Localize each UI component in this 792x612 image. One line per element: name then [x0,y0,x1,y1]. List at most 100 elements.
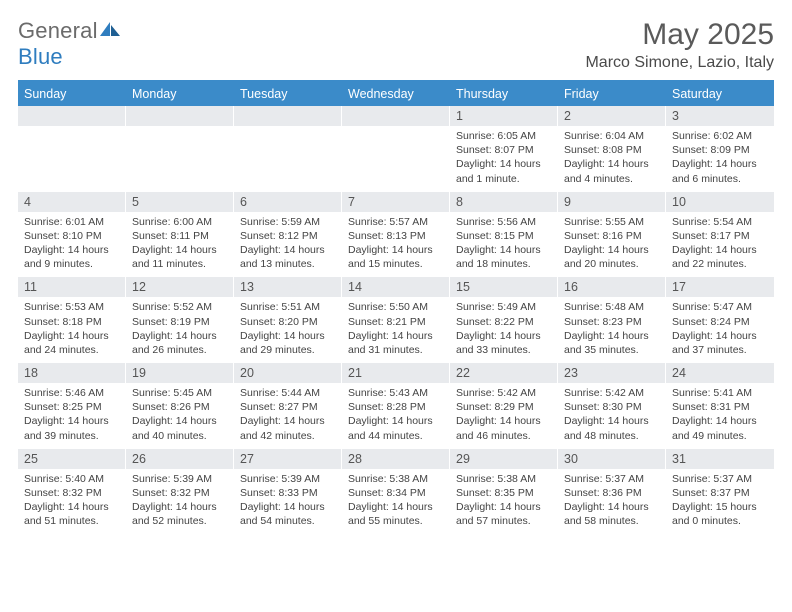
day-sunset: Sunset: 8:20 PM [240,315,336,329]
day-sunset: Sunset: 8:08 PM [564,143,660,157]
day-sunrise: Sunrise: 5:57 AM [348,215,444,229]
day-number-cell: 1 [450,106,558,126]
day-day2: and 20 minutes. [564,257,660,271]
day-sunrise: Sunrise: 5:39 AM [132,472,228,486]
title-block: May 2025 Marco Simone, Lazio, Italy [585,18,774,72]
day-number-cell: 24 [666,363,774,383]
day-day1: Daylight: 14 hours [24,414,120,428]
day-day1: Daylight: 14 hours [240,329,336,343]
daynum-row: 18192021222324 [18,363,774,383]
day-info-cell: Sunrise: 5:39 AMSunset: 8:32 PMDaylight:… [126,469,234,535]
brand-general: General [18,18,98,43]
day-sunset: Sunset: 8:29 PM [456,400,552,414]
day-info-cell [18,126,126,192]
day-day1: Daylight: 14 hours [24,243,120,257]
day-day2: and 46 minutes. [456,429,552,443]
day-sunset: Sunset: 8:26 PM [132,400,228,414]
day-sunrise: Sunrise: 5:40 AM [24,472,120,486]
day-info-cell: Sunrise: 5:59 AMSunset: 8:12 PMDaylight:… [234,212,342,278]
day-number-cell: 27 [234,449,342,469]
day-day2: and 35 minutes. [564,343,660,357]
day-number-cell: 25 [18,449,126,469]
sail-icon [98,20,122,38]
day-day2: and 54 minutes. [240,514,336,528]
day-day2: and 42 minutes. [240,429,336,443]
day-info-cell: Sunrise: 6:00 AMSunset: 8:11 PMDaylight:… [126,212,234,278]
day-number-cell: 18 [18,363,126,383]
day-day2: and 11 minutes. [132,257,228,271]
day-number-cell: 30 [558,449,666,469]
day-day2: and 31 minutes. [348,343,444,357]
day-number-cell: 20 [234,363,342,383]
day-day2: and 39 minutes. [24,429,120,443]
info-row: Sunrise: 6:01 AMSunset: 8:10 PMDaylight:… [18,212,774,278]
day-number-cell: 28 [342,449,450,469]
day-info-cell: Sunrise: 6:05 AMSunset: 8:07 PMDaylight:… [450,126,558,192]
daynum-row: 45678910 [18,192,774,212]
day-sunrise: Sunrise: 6:04 AM [564,129,660,143]
day-number-cell [18,106,126,126]
day-day1: Daylight: 14 hours [24,500,120,514]
day-sunrise: Sunrise: 5:38 AM [348,472,444,486]
day-day2: and 55 minutes. [348,514,444,528]
day-sunset: Sunset: 8:32 PM [132,486,228,500]
day-sunset: Sunset: 8:10 PM [24,229,120,243]
day-sunrise: Sunrise: 5:53 AM [24,300,120,314]
day-sunrise: Sunrise: 5:37 AM [564,472,660,486]
daynum-row: 11121314151617 [18,277,774,297]
day-info-cell: Sunrise: 5:42 AMSunset: 8:30 PMDaylight:… [558,383,666,449]
brand-logo: GeneralBlue [18,18,122,70]
day-number-cell: 8 [450,192,558,212]
day-day1: Daylight: 14 hours [564,500,660,514]
day-number-cell: 26 [126,449,234,469]
day-sunset: Sunset: 8:07 PM [456,143,552,157]
day-day2: and 0 minutes. [672,514,768,528]
day-sunset: Sunset: 8:18 PM [24,315,120,329]
month-title: May 2025 [585,18,774,52]
day-sunrise: Sunrise: 5:52 AM [132,300,228,314]
day-sunrise: Sunrise: 5:42 AM [564,386,660,400]
day-sunset: Sunset: 8:25 PM [24,400,120,414]
day-number-cell: 7 [342,192,450,212]
day-day1: Daylight: 14 hours [348,329,444,343]
day-info-cell: Sunrise: 5:43 AMSunset: 8:28 PMDaylight:… [342,383,450,449]
day-info-cell: Sunrise: 5:38 AMSunset: 8:34 PMDaylight:… [342,469,450,535]
day-sunrise: Sunrise: 5:46 AM [24,386,120,400]
day-day1: Daylight: 14 hours [132,414,228,428]
day-number-cell: 31 [666,449,774,469]
day-day2: and 33 minutes. [456,343,552,357]
day-day2: and 29 minutes. [240,343,336,357]
day-day2: and 51 minutes. [24,514,120,528]
daynum-row: 25262728293031 [18,449,774,469]
calendar: Sunday Monday Tuesday Wednesday Thursday… [18,80,774,534]
day-sunrise: Sunrise: 6:00 AM [132,215,228,229]
day-number-cell: 11 [18,277,126,297]
day-info-cell: Sunrise: 5:54 AMSunset: 8:17 PMDaylight:… [666,212,774,278]
day-sunset: Sunset: 8:37 PM [672,486,768,500]
day-sunrise: Sunrise: 5:55 AM [564,215,660,229]
day-number-cell: 16 [558,277,666,297]
day-info-cell [234,126,342,192]
day-info-cell: Sunrise: 5:42 AMSunset: 8:29 PMDaylight:… [450,383,558,449]
day-info-cell: Sunrise: 5:37 AMSunset: 8:36 PMDaylight:… [558,469,666,535]
day-day1: Daylight: 14 hours [456,243,552,257]
day-info-cell: Sunrise: 5:46 AMSunset: 8:25 PMDaylight:… [18,383,126,449]
day-sunset: Sunset: 8:11 PM [132,229,228,243]
day-sunset: Sunset: 8:13 PM [348,229,444,243]
weekday-fri: Friday [558,83,666,106]
day-number-cell: 19 [126,363,234,383]
day-number-cell: 29 [450,449,558,469]
day-day1: Daylight: 14 hours [456,329,552,343]
day-day2: and 48 minutes. [564,429,660,443]
day-number-cell: 4 [18,192,126,212]
day-sunset: Sunset: 8:09 PM [672,143,768,157]
day-number-cell: 15 [450,277,558,297]
day-day2: and 26 minutes. [132,343,228,357]
day-day1: Daylight: 14 hours [24,329,120,343]
daynum-row: 123 [18,106,774,126]
day-day1: Daylight: 14 hours [564,157,660,171]
day-sunset: Sunset: 8:28 PM [348,400,444,414]
day-day1: Daylight: 14 hours [456,157,552,171]
day-sunrise: Sunrise: 5:49 AM [456,300,552,314]
info-row: Sunrise: 5:53 AMSunset: 8:18 PMDaylight:… [18,297,774,363]
